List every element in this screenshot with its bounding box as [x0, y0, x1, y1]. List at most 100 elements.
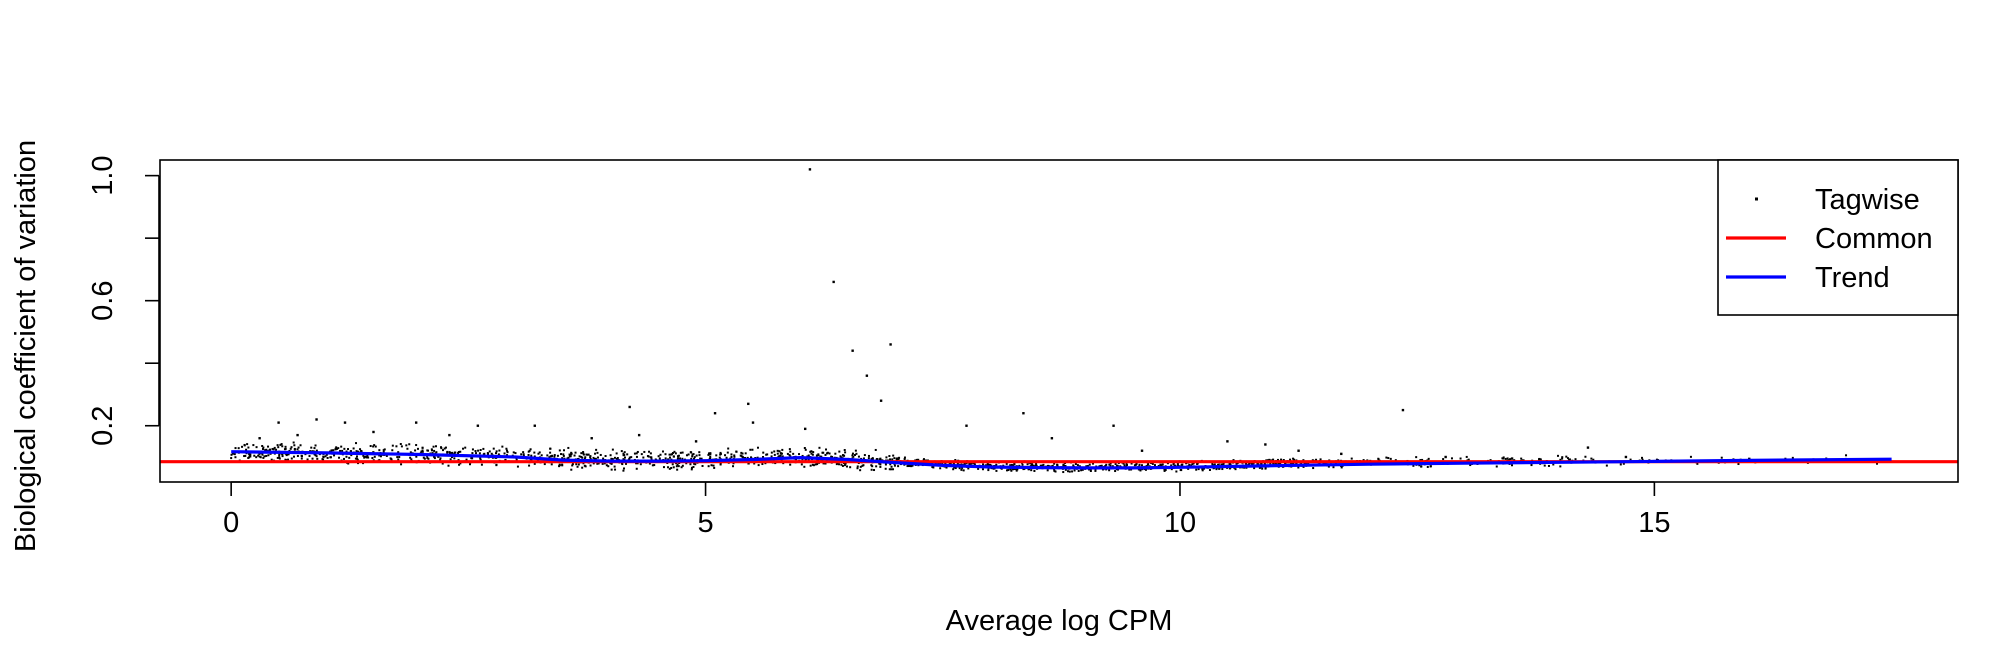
tagwise-point — [576, 465, 579, 468]
tagwise-point — [1248, 462, 1251, 465]
tagwise-point — [1389, 457, 1392, 460]
tagwise-point — [253, 454, 256, 457]
tagwise-point — [1116, 464, 1119, 467]
tagwise-point — [808, 168, 812, 171]
tagwise-point — [781, 448, 784, 451]
tagwise-point — [630, 456, 633, 459]
tagwise-point — [889, 343, 892, 346]
tagwise-point — [373, 444, 376, 447]
tagwise-point — [237, 447, 240, 450]
tagwise-point — [314, 454, 317, 457]
tagwise-point — [675, 465, 678, 468]
tagwise-point — [1012, 464, 1015, 467]
tagwise-point — [449, 458, 452, 461]
tagwise-point — [488, 450, 491, 453]
x-tick-label: 15 — [1638, 507, 1670, 539]
tagwise-point — [1197, 468, 1200, 471]
tagwise-point — [1085, 465, 1088, 468]
tagwise-point — [1201, 469, 1204, 472]
tagwise-point — [822, 462, 825, 465]
tagwise-point — [803, 427, 807, 431]
tagwise-point — [562, 454, 565, 457]
tagwise-point — [1221, 468, 1224, 471]
tagwise-point — [1094, 468, 1097, 471]
tagwise-point — [1116, 468, 1119, 471]
tagwise-point — [263, 455, 266, 458]
tagwise-point — [440, 447, 443, 450]
tagwise-point — [1109, 464, 1112, 467]
tagwise-point — [1504, 457, 1507, 460]
tagwise-point — [258, 452, 261, 455]
tagwise-point — [906, 465, 909, 468]
tagwise-point — [311, 457, 314, 460]
tagwise-point — [803, 465, 806, 468]
tagwise-point — [549, 455, 552, 458]
tagwise-point — [1146, 463, 1149, 466]
x-axis-title: Average log CPM — [946, 605, 1173, 637]
tagwise-point — [1163, 468, 1166, 471]
tagwise-point — [958, 467, 961, 470]
tagwise-point — [249, 455, 252, 458]
tagwise-point — [654, 458, 657, 461]
tagwise-point — [431, 452, 434, 455]
tagwise-point — [856, 465, 859, 468]
tagwise-point — [1175, 470, 1178, 473]
tagwise-point — [560, 453, 563, 456]
tagwise-point — [727, 447, 730, 450]
tagwise-point — [987, 469, 990, 472]
tagwise-point — [479, 449, 482, 452]
tagwise-point — [707, 452, 710, 455]
tagwise-point — [732, 465, 735, 468]
tagwise-point — [1624, 455, 1628, 459]
tagwise-point — [911, 464, 914, 467]
tagwise-point — [1511, 464, 1514, 467]
tagwise-point — [888, 455, 891, 458]
tagwise-point — [1195, 468, 1198, 471]
tagwise-point — [812, 464, 815, 467]
tagwise-point — [261, 444, 264, 447]
tagwise-point — [409, 456, 412, 459]
tagwise-point — [371, 457, 374, 460]
tagwise-point — [533, 462, 536, 465]
tagwise-point — [825, 448, 828, 451]
tagwise-point — [804, 458, 807, 461]
tagwise-point — [561, 464, 564, 467]
tagwise-point — [692, 465, 695, 468]
tagwise-point — [1123, 464, 1126, 467]
tagwise-point — [707, 453, 710, 456]
tagwise-point — [852, 455, 855, 458]
tagwise-point — [659, 453, 662, 456]
tagwise-point — [1007, 469, 1010, 472]
tagwise-point — [522, 451, 525, 454]
tagwise-point — [851, 452, 854, 455]
y-axis-title: Biological coefficient of variation — [10, 140, 42, 552]
tagwise-point — [1469, 464, 1472, 467]
tagwise-point — [415, 455, 418, 458]
tagwise-point — [453, 457, 456, 460]
tagwise-point — [1641, 458, 1644, 461]
tagwise-point — [844, 462, 847, 465]
tagwise-point — [622, 452, 625, 455]
tagwise-point — [668, 453, 671, 456]
tagwise-point — [995, 463, 998, 466]
tagwise-point — [1145, 465, 1148, 468]
tagwise-point — [350, 454, 353, 457]
tagwise-point — [284, 447, 287, 450]
tagwise-point — [290, 446, 293, 449]
tagwise-point — [1215, 468, 1218, 471]
tagwise-point — [1138, 463, 1141, 466]
tagwise-point — [945, 466, 948, 469]
tagwise-point — [1130, 468, 1133, 471]
tagwise-point — [1319, 458, 1322, 461]
tagwise-point — [505, 447, 508, 450]
tagwise-point — [567, 446, 570, 449]
tagwise-point — [1010, 469, 1013, 472]
tagwise-point — [341, 449, 344, 452]
tagwise-point — [693, 462, 696, 465]
tagwise-point — [733, 455, 736, 458]
tagwise-point — [1086, 465, 1089, 468]
tagwise-point — [733, 454, 736, 457]
tagwise-point — [1429, 465, 1432, 468]
tagwise-point — [490, 452, 493, 455]
tagwise-point — [462, 447, 465, 450]
